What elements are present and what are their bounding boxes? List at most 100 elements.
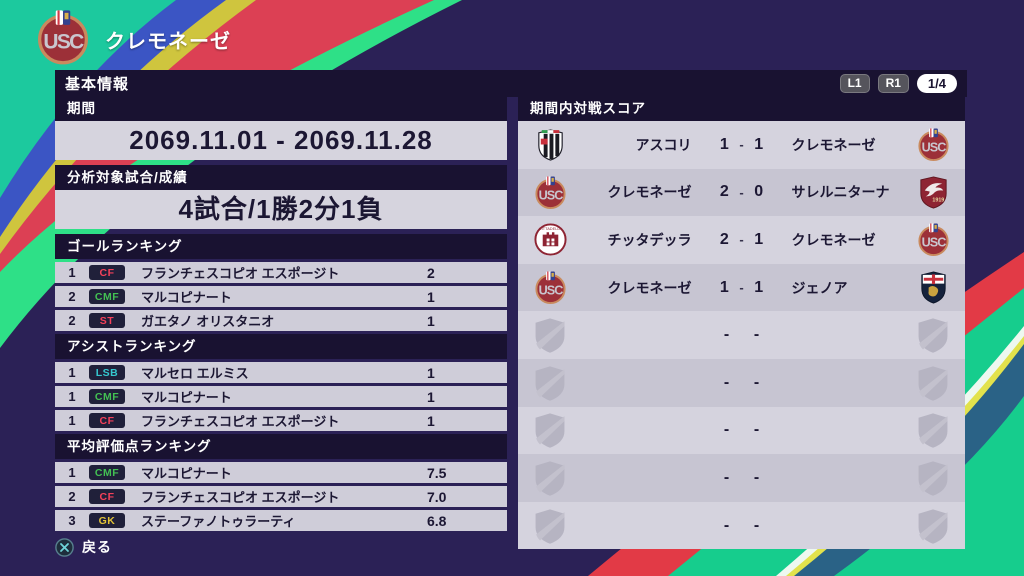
away-score: - — [753, 468, 760, 486]
rank-number: 3 — [68, 513, 76, 528]
shield-placeholder-icon — [518, 410, 582, 450]
home-score: 1 — [719, 135, 729, 153]
stat-value: 7.5 — [427, 464, 447, 481]
empty-match-row: -- — [518, 454, 965, 502]
match-score: -- — [692, 517, 792, 535]
shield-placeholder-icon — [901, 458, 965, 498]
player-name: フランチェスコピオ エスポージト — [141, 414, 340, 429]
away-score: - — [753, 373, 760, 391]
position-badge: GK — [89, 513, 125, 528]
home-score: 1 — [719, 278, 729, 296]
record-section-header: 分析対象試合/成績 — [55, 165, 507, 190]
away-club-crest-icon: USC — [901, 222, 965, 257]
svg-text:USC: USC — [921, 141, 946, 155]
match-score: 1-1 — [692, 279, 792, 297]
svg-text:USC: USC — [538, 283, 563, 297]
cross-button-icon[interactable] — [55, 537, 74, 557]
player-name: マルコピナート — [141, 390, 232, 405]
ranking-section-header: アシストランキング — [55, 334, 507, 359]
position-badge: CMF — [89, 465, 125, 480]
position-badge: CF — [89, 413, 125, 428]
away-club-crest-icon: 1919 — [901, 175, 965, 210]
ranking-row: 1 LSB マルセロ エルミス 1 — [55, 362, 507, 383]
match-row: USC クレモネーゼ 1-1 ジェノア — [518, 263, 965, 312]
home-score: - — [723, 516, 730, 534]
home-team-name: チッタデッラ — [607, 231, 692, 248]
player-name: ガエタノ オリスタニオ — [141, 314, 275, 329]
stat-value: 1 — [427, 288, 435, 305]
club-name: クレモネーゼ — [105, 31, 231, 53]
score-separator: - — [739, 232, 744, 248]
rank-number: 1 — [68, 265, 76, 280]
footer-bar: 戻る — [55, 537, 112, 557]
svg-text:USC: USC — [921, 236, 946, 250]
main-header-bar: 基本情報 L1 R1 1/4 — [55, 70, 967, 97]
match-row: アスコリ 1-1 クレモネーゼ USC — [518, 121, 965, 169]
ranking-row: 2 CF フランチェスコピオ エスポージト 7.0 — [55, 486, 507, 507]
score-separator: - — [739, 137, 744, 153]
rank-number: 2 — [68, 313, 76, 328]
ranking-row: 3 GK ステーファノトゥラーティ 6.8 — [55, 510, 507, 531]
stats-panel: 期間 2069.11.01 - 2069.11.28 分析対象試合/成績 4試合… — [55, 96, 507, 534]
shield-placeholder-icon — [901, 363, 965, 403]
player-name: フランチェスコピオ エスポージト — [141, 490, 340, 505]
svg-text:1919: 1919 — [932, 197, 944, 203]
shield-placeholder-icon — [518, 506, 582, 546]
club-crest-icon: USC — [34, 8, 92, 71]
score-separator: - — [739, 184, 744, 200]
empty-match-row: -- — [518, 406, 965, 455]
stat-value: 1 — [427, 412, 435, 429]
l1-button[interactable]: L1 — [839, 74, 870, 93]
match-scores-panel: 期間内対戦スコア アスコリ 1-1 クレモネーゼ USC USC クレモネーゼ 2-0… — [518, 96, 965, 550]
ranking-section-header: ゴールランキング — [55, 234, 507, 259]
away-score: 1 — [754, 135, 764, 153]
shield-placeholder-icon — [518, 458, 582, 498]
home-score: - — [723, 421, 730, 439]
home-score: - — [723, 326, 730, 344]
shield-placeholder-icon — [901, 506, 965, 546]
match-score: -- — [692, 374, 792, 392]
empty-match-row: -- — [518, 358, 965, 407]
position-badge: LSB — [89, 365, 125, 380]
back-button[interactable]: 戻る — [82, 539, 112, 555]
away-team-name: クレモネーゼ — [791, 231, 876, 248]
match-scores-header: 期間内対戦スコア — [518, 96, 965, 121]
shield-placeholder-icon — [901, 315, 965, 355]
home-score: - — [723, 468, 730, 486]
home-score: - — [723, 373, 730, 391]
home-team-name: クレモネーゼ — [607, 184, 692, 201]
player-name: マルコピナート — [141, 290, 232, 305]
home-score: 2 — [719, 183, 729, 201]
score-separator: - — [739, 280, 744, 296]
position-badge: CF — [89, 489, 125, 504]
rank-number: 2 — [68, 289, 76, 304]
home-club-crest-icon — [518, 127, 582, 162]
home-score: 2 — [719, 230, 729, 248]
shield-placeholder-icon — [518, 315, 582, 355]
position-badge: CF — [89, 265, 125, 280]
away-score: 0 — [754, 183, 764, 201]
ranking-sections: ゴールランキング 1 CF フランチェスコピオ エスポージト 2 2 CMF マルコピナート 1… — [55, 234, 507, 534]
position-badge: CMF — [89, 289, 125, 304]
away-score: 1 — [754, 278, 764, 296]
away-team-name: クレモネーゼ — [791, 136, 876, 153]
stat-value: 7.0 — [427, 488, 447, 505]
away-score: - — [753, 421, 760, 439]
home-club-crest-icon: CITTADELLA — [518, 222, 582, 257]
r1-button[interactable]: R1 — [877, 74, 909, 93]
position-badge: CMF — [89, 389, 125, 404]
stat-value: 1 — [427, 364, 435, 381]
rank-number: 1 — [68, 413, 76, 428]
rank-number: 1 — [68, 365, 76, 380]
period-section-header: 期間 — [55, 96, 507, 121]
page-indicator: 1/4 — [916, 74, 957, 93]
shield-placeholder-icon — [901, 410, 965, 450]
ranking-row: 2 ST ガエタノ オリスタニオ 1 — [55, 310, 507, 331]
ranking-section-header: 平均評価点ランキング — [55, 434, 507, 459]
ranking-row: 2 CMF マルコピナート 1 — [55, 286, 507, 307]
club-header: USC クレモネーゼ — [34, 8, 231, 71]
empty-match-row: -- — [518, 501, 965, 550]
away-score: - — [753, 516, 760, 534]
match-list: アスコリ 1-1 クレモネーゼ USC USC クレモネーゼ 2-0 サレルニターナ 1… — [518, 121, 965, 550]
ranking-row: 1 CF フランチェスコピオ エスポージト 2 — [55, 262, 507, 283]
